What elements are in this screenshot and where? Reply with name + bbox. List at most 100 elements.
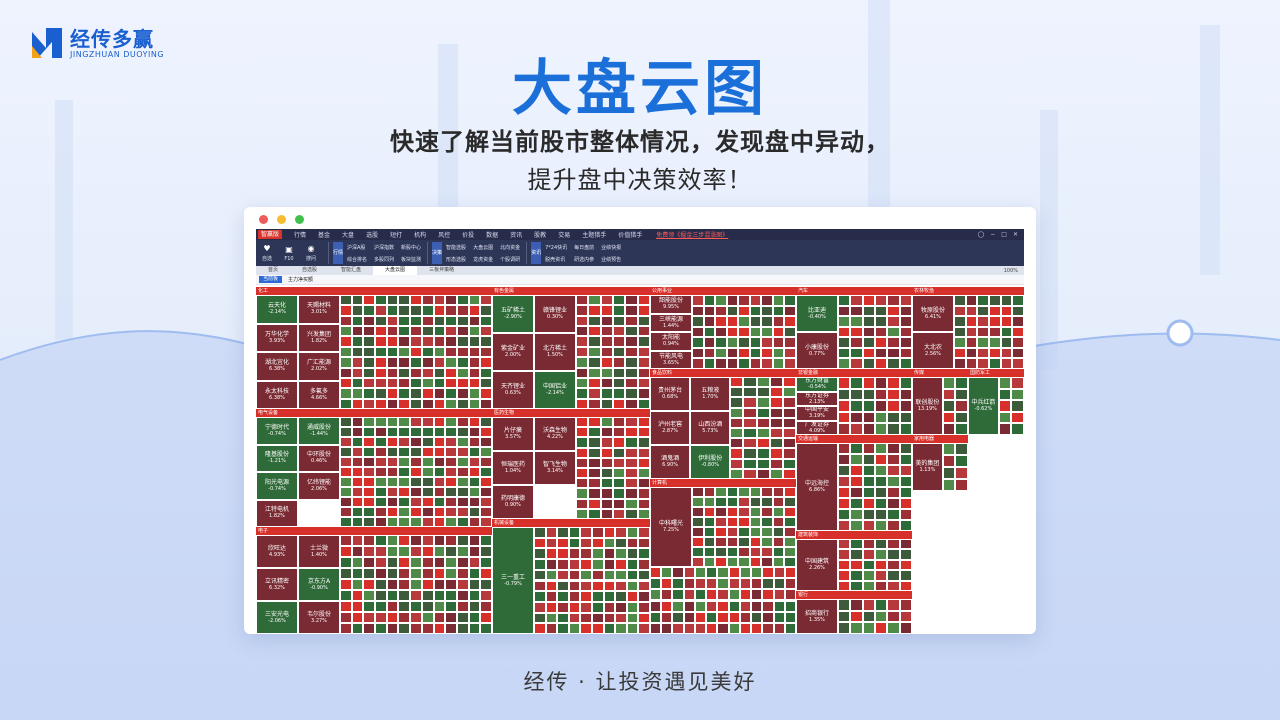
- treemap-cell[interactable]: [638, 612, 650, 624]
- treemap-cell[interactable]: [875, 539, 888, 550]
- treemap-cell[interactable]: [456, 457, 469, 467]
- sector-header[interactable]: 建筑装饰: [796, 531, 912, 539]
- stock-tile[interactable]: 三安光电 -2.06%: [256, 601, 298, 634]
- treemap-cell[interactable]: [386, 601, 399, 612]
- treemap-cell[interactable]: [351, 326, 364, 337]
- treemap-cell[interactable]: [615, 591, 627, 602]
- menu-item[interactable]: 价投: [462, 232, 475, 239]
- treemap-cell[interactable]: [782, 448, 796, 459]
- treemap-cell[interactable]: [603, 537, 616, 549]
- treemap-cell[interactable]: [875, 476, 888, 487]
- treemap-cell[interactable]: [782, 438, 796, 449]
- stock-tile[interactable]: 中环股份 0.46%: [298, 444, 340, 472]
- minimize-dot-icon[interactable]: [277, 215, 286, 224]
- treemap-cell[interactable]: [600, 427, 613, 438]
- treemap-cell[interactable]: [965, 347, 978, 359]
- treemap-cell[interactable]: [410, 623, 422, 634]
- treemap-cell[interactable]: [588, 468, 601, 479]
- treemap-cell[interactable]: [580, 612, 592, 624]
- treemap-cell[interactable]: [375, 535, 387, 546]
- treemap-cell[interactable]: [965, 305, 978, 317]
- treemap-cell[interactable]: [717, 567, 729, 579]
- treemap-cell[interactable]: [887, 358, 900, 369]
- treemap-cell[interactable]: [375, 497, 387, 507]
- treemap-cell[interactable]: [363, 590, 376, 601]
- treemap-cell[interactable]: [603, 569, 616, 581]
- treemap-cell[interactable]: [363, 546, 376, 557]
- treemap-cell[interactable]: [862, 358, 875, 369]
- treemap-cell[interactable]: [850, 388, 863, 401]
- treemap-cell[interactable]: [726, 557, 739, 567]
- treemap-cell[interactable]: [1012, 326, 1024, 338]
- treemap-cell[interactable]: [375, 315, 387, 327]
- treemap-cell[interactable]: [613, 417, 626, 428]
- treemap-cell[interactable]: [433, 367, 446, 378]
- treemap-cell[interactable]: [955, 388, 968, 401]
- treemap-cell[interactable]: [838, 465, 851, 476]
- treemap-cell[interactable]: [456, 305, 469, 316]
- treemap-cell[interactable]: [351, 590, 364, 601]
- treemap-cell[interactable]: [743, 407, 757, 418]
- treemap-cell[interactable]: [887, 559, 900, 571]
- treemap-cell[interactable]: [588, 336, 601, 347]
- treemap-cell[interactable]: [363, 487, 376, 497]
- stock-tile[interactable]: 韦尔股份 3.27%: [298, 601, 340, 634]
- treemap-cell[interactable]: [576, 295, 589, 306]
- treemap-cell[interactable]: [672, 600, 684, 612]
- treemap-cell[interactable]: [784, 337, 796, 348]
- treemap-cell[interactable]: [625, 305, 638, 316]
- treemap-cell[interactable]: [613, 437, 626, 448]
- treemap-cell[interactable]: [398, 487, 411, 497]
- treemap-cell[interactable]: [761, 487, 773, 497]
- treemap-cell[interactable]: [615, 601, 627, 613]
- treemap-cell[interactable]: [887, 305, 900, 317]
- treemap-cell[interactable]: [772, 305, 785, 317]
- treemap-cell[interactable]: [588, 488, 601, 499]
- treemap-cell[interactable]: [603, 559, 616, 570]
- treemap-cell[interactable]: [838, 539, 851, 550]
- treemap-cell[interactable]: [363, 557, 376, 568]
- sector-header[interactable]: 电子: [256, 527, 492, 535]
- treemap-cell[interactable]: [862, 400, 875, 412]
- treemap-cell[interactable]: [637, 437, 650, 448]
- close-icon[interactable]: ✕: [1012, 231, 1018, 238]
- sector-header[interactable]: 医药生物: [492, 409, 650, 417]
- treemap-cell[interactable]: [743, 417, 757, 428]
- treemap-cell[interactable]: [613, 508, 626, 519]
- treemap-cell[interactable]: [706, 578, 718, 590]
- menu-item[interactable]: 机构: [414, 232, 427, 239]
- treemap-cell[interactable]: [838, 599, 851, 611]
- treemap-cell[interactable]: [772, 347, 785, 359]
- treemap-cell[interactable]: [398, 417, 411, 427]
- treemap-cell[interactable]: [989, 347, 1001, 359]
- treemap-cell[interactable]: [421, 305, 434, 316]
- stock-tile[interactable]: 恒瑞医药 1.04%: [492, 451, 534, 485]
- treemap-cell[interactable]: [625, 417, 638, 428]
- treemap-cell[interactable]: [850, 465, 863, 476]
- treemap-cell[interactable]: [588, 478, 601, 489]
- treemap-cell[interactable]: [480, 305, 492, 316]
- treemap-cell[interactable]: [942, 479, 956, 491]
- treemap-cell[interactable]: [386, 497, 399, 507]
- treemap-cell[interactable]: [576, 457, 589, 468]
- treemap-cell[interactable]: [456, 487, 469, 497]
- treemap-cell[interactable]: [887, 476, 900, 487]
- treemap-cell[interactable]: [386, 467, 399, 477]
- treemap-cell[interactable]: [703, 337, 716, 348]
- treemap-cell[interactable]: [862, 622, 875, 634]
- treemap-cell[interactable]: [899, 400, 912, 412]
- treemap-cell[interactable]: [468, 601, 481, 612]
- treemap-cell[interactable]: [683, 611, 695, 623]
- sector-header[interactable]: 食品饮料: [650, 369, 796, 377]
- treemap-cell[interactable]: [838, 509, 851, 520]
- treemap-cell[interactable]: [625, 367, 638, 378]
- treemap-cell[interactable]: [398, 601, 411, 612]
- treemap-cell[interactable]: [738, 507, 750, 517]
- stock-tile[interactable]: 赣锋锂业 0.30%: [534, 295, 576, 333]
- treemap-cell[interactable]: [769, 377, 783, 388]
- treemap-cell[interactable]: [887, 498, 900, 509]
- treemap-cell[interactable]: [445, 590, 457, 601]
- treemap-cell[interactable]: [398, 336, 411, 347]
- treemap-cell[interactable]: [468, 305, 481, 316]
- treemap-cell[interactable]: [637, 367, 650, 378]
